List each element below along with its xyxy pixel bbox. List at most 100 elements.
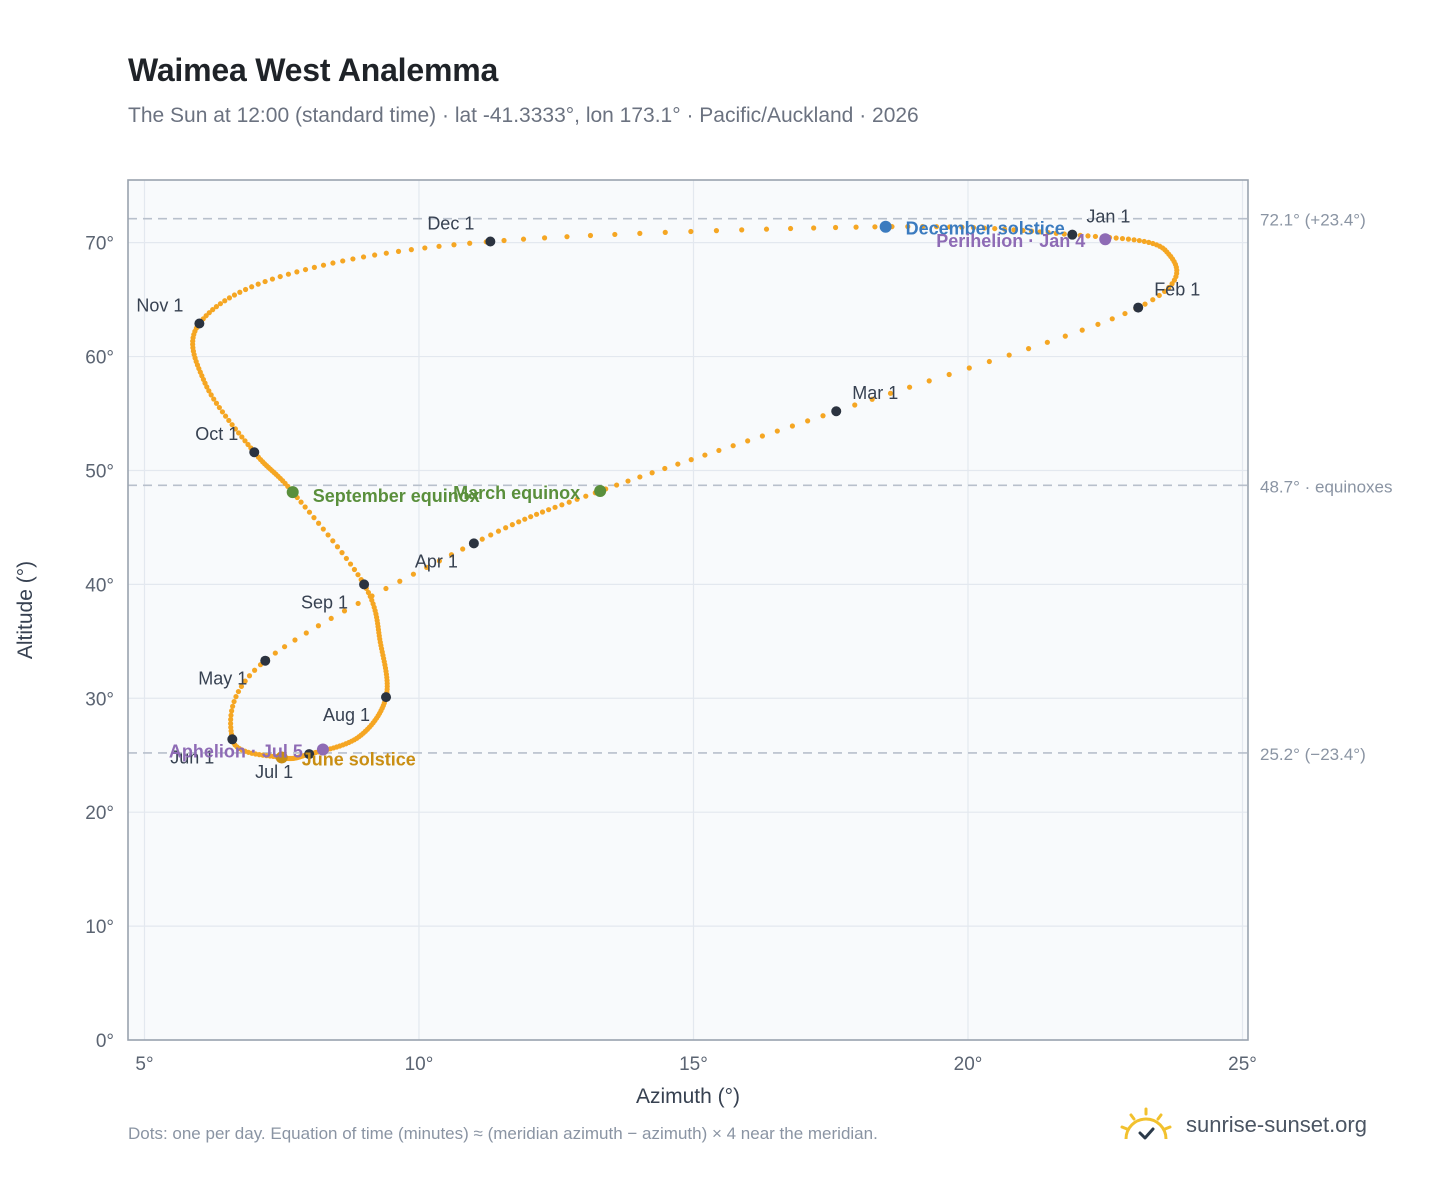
- day-dot: [1020, 227, 1026, 234]
- day-dot: [503, 525, 509, 531]
- event-marker: [594, 484, 607, 497]
- day-dot: [920, 223, 926, 230]
- reference-line-label: 25.2° (−23.4°): [1260, 745, 1366, 764]
- day-dot: [249, 284, 255, 290]
- day-dot: [966, 365, 972, 371]
- day-dot: [1006, 352, 1012, 358]
- day-dot: [614, 482, 620, 488]
- day-dot: [436, 558, 442, 564]
- day-dot: [488, 532, 494, 538]
- day-dot: [787, 225, 794, 232]
- month-marker: [359, 579, 370, 590]
- x-axis-label: Azimuth (°): [636, 1085, 740, 1108]
- plot-frame: [127, 179, 1249, 1041]
- day-dot: [302, 504, 308, 510]
- day-dot: [255, 281, 261, 287]
- day-dot: [311, 264, 317, 270]
- day-dot: [933, 224, 940, 230]
- day-dot: [219, 409, 226, 415]
- brand-name[interactable]: sunrise-sunset.org: [1186, 1112, 1367, 1137]
- month-label: Jul 1: [255, 762, 293, 782]
- day-dot: [546, 507, 552, 513]
- day-dot: [946, 371, 952, 378]
- analemma-path: [190, 223, 1180, 762]
- day-dot: [303, 630, 309, 636]
- day-dot: [226, 417, 232, 424]
- day-dot: [552, 504, 558, 510]
- event-label: March equinox: [453, 483, 580, 503]
- day-dot: [1150, 297, 1156, 303]
- day-dot: [1025, 346, 1032, 352]
- day-dot: [383, 585, 389, 592]
- day-dot: [330, 538, 336, 544]
- y-tick-label: 40°: [85, 575, 114, 596]
- day-dot: [509, 522, 515, 528]
- day-dot: [347, 561, 354, 567]
- day-dot: [1028, 228, 1035, 234]
- day-dot: [662, 229, 668, 235]
- day-dot: [424, 564, 430, 570]
- month-label: Sep 1: [301, 592, 348, 612]
- event-marker: [879, 220, 892, 233]
- month-marker: [1133, 302, 1144, 313]
- month-label: Jan 1: [1086, 207, 1130, 227]
- day-dot: [262, 278, 268, 285]
- month-marker: [304, 749, 315, 760]
- day-dot: [637, 230, 643, 236]
- day-dot: [343, 555, 349, 562]
- brand[interactable]: sunrise-sunset.org: [1118, 1100, 1367, 1150]
- day-dot: [906, 384, 913, 390]
- day-dot: [228, 720, 234, 727]
- day-dot: [242, 286, 249, 293]
- day-dot: [1077, 232, 1083, 238]
- day-dot: [292, 637, 298, 643]
- day-dot: [745, 438, 751, 444]
- event-label: Aphelion · Jul 5: [169, 742, 303, 762]
- month-label: May 1: [198, 669, 247, 689]
- y-tick-label: 0°: [96, 1031, 114, 1052]
- day-dot: [213, 400, 220, 406]
- day-dot: [302, 266, 309, 273]
- day-dot: [340, 258, 346, 264]
- day-dot: [245, 441, 251, 448]
- y-tick-label: 20°: [85, 803, 114, 824]
- day-dot: [852, 402, 858, 408]
- month-marker: [485, 236, 496, 247]
- day-dot: [277, 273, 283, 280]
- day-dot: [206, 388, 212, 394]
- chart-title: Waimea West Analemma: [128, 52, 499, 88]
- day-dot: [281, 644, 288, 650]
- day-dot: [811, 225, 817, 231]
- day-dot: [959, 224, 965, 230]
- day-dot: [583, 493, 589, 499]
- month-marker: [831, 406, 842, 417]
- event-marker: [316, 743, 329, 756]
- day-dot: [233, 694, 239, 700]
- day-dot: [1161, 288, 1168, 294]
- day-dot: [520, 236, 527, 242]
- day-dot: [436, 243, 442, 249]
- month-marker: [468, 538, 479, 549]
- day-dot: [1166, 284, 1172, 291]
- day-dot: [408, 247, 414, 253]
- day-dot: [716, 447, 722, 454]
- y-tick-label: 60°: [85, 348, 114, 369]
- day-dot: [229, 708, 235, 714]
- day-dot: [339, 550, 345, 556]
- day-dot: [739, 227, 745, 233]
- day-dot: [587, 232, 594, 239]
- day-dot: [1079, 327, 1085, 333]
- month-marker: [227, 734, 238, 745]
- day-dot: [341, 608, 348, 614]
- day-dot: [298, 499, 304, 505]
- day-dot: [367, 593, 373, 600]
- month-label: Nov 1: [136, 296, 183, 316]
- day-dot: [239, 434, 245, 440]
- month-marker: [249, 447, 260, 458]
- day-dot: [355, 572, 361, 578]
- day-dot: [970, 225, 977, 231]
- month-markers: Jan 1 Feb 1 Mar 1 Apr 1 May 1 Jun 1 Jul 1 Aug 1…: [136, 207, 1200, 782]
- day-dot: [1037, 229, 1043, 235]
- day-dot: [285, 271, 292, 277]
- x-tick-label: 10°: [405, 1054, 434, 1075]
